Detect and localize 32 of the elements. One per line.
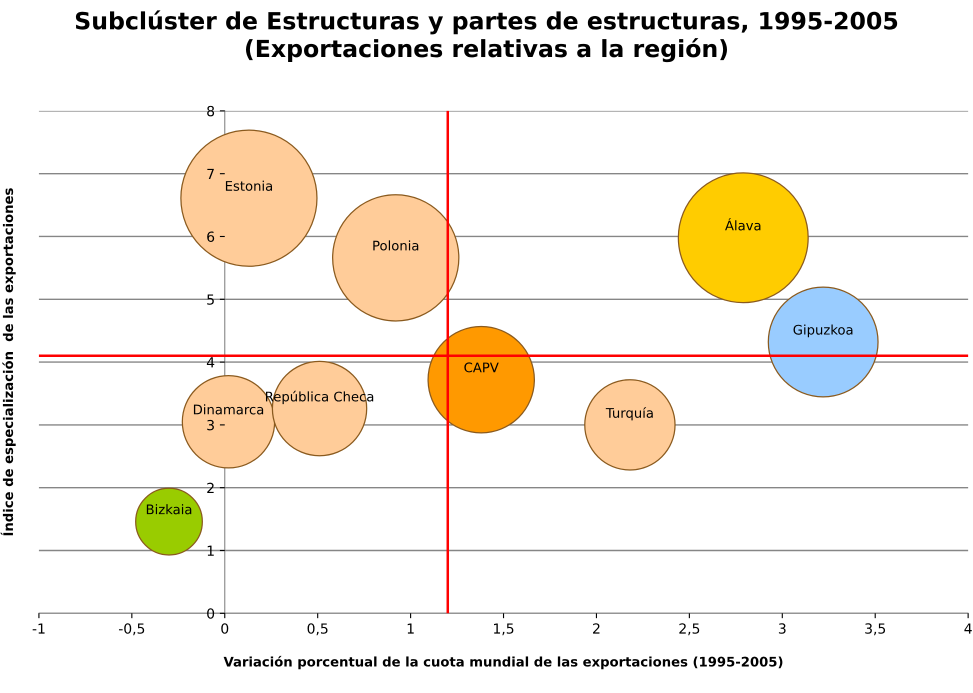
x-tick-label: 2,5 — [679, 623, 700, 636]
annotation: Álava — [725, 218, 760, 230]
x-tick-label: -0,5 — [118, 623, 144, 636]
x-tick-label: 3,5 — [865, 623, 886, 636]
x-tick-label: -1 — [32, 623, 45, 634]
x-tick-label: 1,5 — [494, 623, 514, 636]
y-tick-label: 4 — [206, 357, 214, 368]
y-axis-title: Índice de especialización de las exportaciones — [0, 188, 16, 536]
y-tick-label: 8 — [207, 106, 214, 116]
annotation: Polonia — [373, 240, 418, 251]
annotation: República Checa — [266, 390, 374, 404]
y-tick-label: 1 — [208, 546, 214, 556]
chart-title: Subclúster de Estructuras y partes de estructuras, 1995-2005 (Exportaciones relativas a la región) — [76, 10, 898, 62]
annotation: Gipuzkoa — [793, 324, 852, 338]
x-tick-label: 1 — [408, 623, 414, 634]
y-tick-label: 3 — [207, 420, 214, 430]
x-tick-label: 0 — [221, 623, 228, 634]
annotation: CAPV — [464, 362, 499, 372]
x-tick-label: 3 — [778, 623, 786, 634]
x-axis-title: Variación porcentual de la cuota mundial de las exportaciones (1995-2005) — [224, 656, 782, 670]
x-tick-label: 4 — [964, 623, 972, 634]
y-tick-label: 7 — [207, 168, 214, 179]
y-tick-label: 0 — [207, 608, 214, 619]
x-tick-label: 0,5 — [308, 623, 328, 636]
y-tick-label: 2 — [207, 482, 214, 493]
x-tick-label: 2 — [593, 623, 600, 634]
annotation: Dinamarca — [194, 404, 264, 414]
y-tick-label: 5 — [207, 294, 214, 305]
annotation: Turquía — [606, 407, 653, 420]
y-tick-label: 6 — [207, 231, 214, 242]
annotation: Bizkaia — [146, 504, 192, 514]
annotation: Estonia — [226, 180, 272, 191]
